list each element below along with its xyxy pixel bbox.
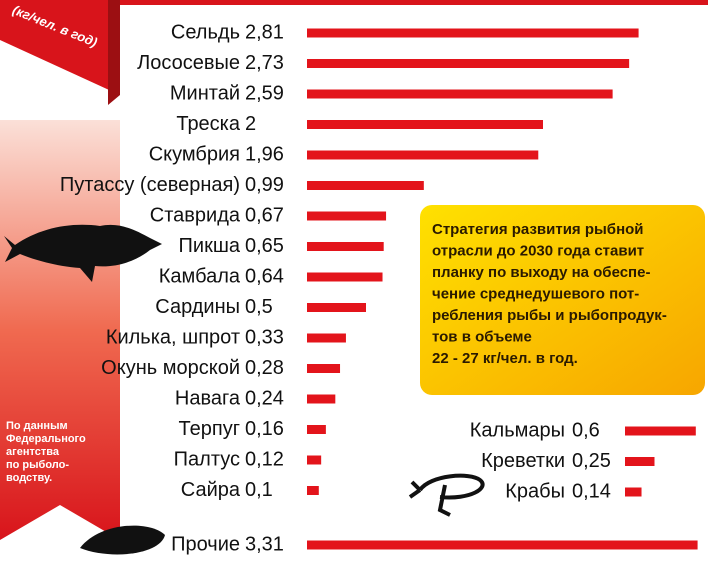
bar: [307, 334, 346, 343]
value-label: 0,67: [245, 204, 284, 226]
value-label: 2,59: [245, 82, 284, 104]
category-label: Камбала: [159, 265, 241, 287]
bar: [307, 364, 340, 373]
bar: [307, 151, 538, 160]
category-label: Кальмары: [470, 419, 565, 441]
value-label: 2,73: [245, 52, 284, 74]
value-label: 3,31: [245, 533, 284, 555]
value-label: 0,24: [245, 387, 284, 409]
mussel-icon: [80, 526, 165, 555]
shrimp-icon: [410, 476, 483, 515]
value-label: 0,65: [245, 235, 284, 257]
category-label: Путассу (северная): [60, 174, 240, 196]
chart: (кг/чел. в год) Стратегия развития рыбно…: [0, 0, 708, 561]
value-label: 0,6: [572, 419, 600, 441]
bar: [307, 486, 319, 495]
value-label: 1,96: [245, 143, 284, 165]
banner-shadow: [108, 0, 120, 105]
value-label: 0,12: [245, 448, 284, 470]
callout-line: 22 - 27 кг/чел. в год.: [432, 350, 578, 367]
category-label: Килька, шпрот: [106, 326, 240, 348]
bar: [307, 395, 335, 404]
bar: [307, 303, 366, 312]
category-label: Прочие: [171, 533, 240, 555]
bar: [307, 456, 321, 465]
source-line: Федерального: [6, 433, 86, 445]
source-line: агентства: [6, 446, 60, 458]
value-label: 0,25: [572, 450, 611, 472]
category-label: Окунь морской: [101, 357, 240, 379]
callout-line: планку по выходу на обеспе-: [432, 264, 650, 281]
category-label: Навага: [175, 387, 241, 409]
category-label: Скумбрия: [149, 143, 240, 165]
value-label: 0,1: [245, 479, 273, 501]
bar: [625, 488, 642, 497]
value-label: 2: [245, 113, 256, 135]
category-label: Треска: [176, 113, 241, 135]
value-label: 0,16: [245, 418, 284, 440]
category-label: Креветки: [481, 450, 565, 472]
bar: [307, 181, 424, 190]
value-label: 0,14: [572, 480, 611, 502]
source-line: По данным: [6, 420, 68, 432]
bar: [307, 541, 698, 550]
bar: [307, 425, 326, 434]
bar: [307, 59, 629, 68]
callout-line: ребления рыбы и рыбопродук-: [432, 307, 667, 324]
value-label: 0,5: [245, 296, 273, 318]
category-label: Терпуг: [179, 418, 240, 440]
value-label: 2,81: [245, 21, 284, 43]
category-label: Сельдь: [171, 21, 240, 43]
category-label: Минтай: [170, 82, 240, 104]
category-label: Лососевые: [137, 52, 240, 74]
bar: [307, 212, 386, 221]
value-label: 0,28: [245, 357, 284, 379]
value-label: 0,99: [245, 174, 284, 196]
category-label: Крабы: [505, 480, 565, 502]
bar: [307, 273, 383, 282]
callout-line: тов в объеме: [432, 328, 532, 345]
value-label: 0,64: [245, 265, 284, 287]
source-line: по рыболо-: [6, 459, 69, 471]
source-line: водству.: [6, 472, 52, 484]
bar: [307, 242, 384, 251]
value-label: 0,33: [245, 326, 284, 348]
bar: [307, 29, 639, 38]
bar: [625, 427, 696, 436]
category-label: Пикша: [179, 235, 241, 257]
callout-line: Стратегия развития рыбной: [432, 221, 644, 238]
bar: [307, 90, 613, 99]
category-label: Палтус: [174, 448, 240, 470]
callout-line: чение среднедушевого пот-: [432, 285, 639, 302]
category-label: Сардины: [155, 296, 240, 318]
bar: [625, 457, 655, 466]
category-label: Сайра: [181, 479, 241, 501]
bar: [307, 120, 543, 129]
callout-line: отрасли до 2030 года ставит: [432, 242, 644, 259]
category-label: Ставрида: [150, 204, 241, 226]
